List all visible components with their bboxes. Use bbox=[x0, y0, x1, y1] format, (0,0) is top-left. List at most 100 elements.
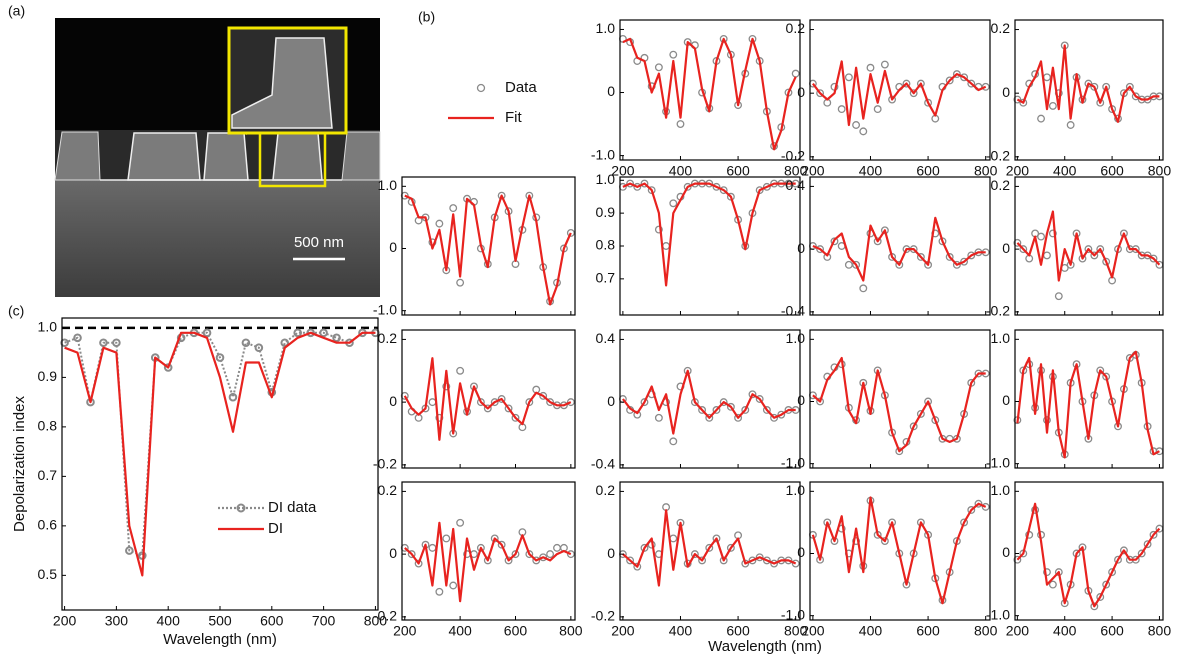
data-point bbox=[960, 73, 969, 82]
y-tick-label: 0 bbox=[389, 545, 397, 561]
data-point bbox=[916, 253, 925, 261]
data-point bbox=[626, 556, 635, 565]
fit-line bbox=[811, 496, 987, 605]
y-tick-label: 0 bbox=[797, 392, 805, 408]
data-point bbox=[873, 237, 882, 246]
data-point bbox=[952, 70, 961, 79]
y-tick-label: -1.0 bbox=[986, 454, 1010, 470]
data-point bbox=[669, 534, 678, 543]
data-point bbox=[662, 242, 671, 250]
y-tick-label: 0.5 bbox=[38, 566, 58, 582]
data-point bbox=[1090, 602, 1099, 611]
data-point bbox=[916, 79, 925, 88]
plot-frame bbox=[401, 329, 576, 469]
plot-frame bbox=[809, 19, 991, 161]
y-tick-label: 0.2 bbox=[596, 482, 616, 498]
data-point bbox=[490, 398, 499, 407]
plot-frame bbox=[1014, 481, 1164, 621]
y-tick-label: -1.0 bbox=[781, 454, 805, 470]
x-tick-label: 600 bbox=[260, 613, 284, 629]
y-tick-label: -0.2 bbox=[373, 608, 397, 624]
data-point bbox=[566, 550, 575, 559]
data-point bbox=[435, 587, 444, 596]
data-point bbox=[163, 363, 173, 372]
data-point bbox=[442, 534, 451, 543]
y-tick-label: -1.0 bbox=[781, 606, 805, 622]
data-point bbox=[633, 182, 642, 191]
y-tick-label: -0.2 bbox=[781, 148, 805, 164]
plot-frame bbox=[1014, 19, 1164, 161]
fit-line bbox=[812, 356, 986, 453]
plot-frame bbox=[619, 176, 801, 316]
data-point bbox=[924, 397, 933, 406]
data-point bbox=[483, 404, 492, 413]
data-point bbox=[1096, 593, 1105, 601]
x-tick-label: 600 bbox=[726, 623, 750, 639]
data-point bbox=[960, 518, 969, 527]
x-axis-label: Wavelength (nm) bbox=[708, 638, 822, 655]
data-point bbox=[762, 406, 771, 414]
data-point bbox=[1131, 92, 1140, 101]
data-point bbox=[960, 257, 969, 266]
data-point bbox=[909, 89, 918, 98]
data-point bbox=[511, 413, 520, 422]
y-tick-label: 0.2 bbox=[991, 177, 1011, 193]
data-point bbox=[1090, 82, 1099, 91]
data-point bbox=[1043, 251, 1051, 260]
x-tick-label: 200 bbox=[611, 163, 635, 179]
fit-line bbox=[1016, 350, 1160, 459]
legend-swatch bbox=[476, 83, 486, 93]
data-point bbox=[640, 179, 649, 188]
data-point bbox=[981, 82, 990, 91]
plot-frame bbox=[809, 176, 991, 316]
data-point bbox=[777, 410, 786, 419]
data-point bbox=[770, 559, 779, 568]
data-point bbox=[762, 182, 771, 191]
data-point bbox=[633, 562, 642, 571]
data-point bbox=[1043, 568, 1051, 577]
x-tick-label: 800 bbox=[974, 623, 998, 639]
y-tick-label: 0.9 bbox=[38, 368, 58, 384]
y-axis-label: Depolarization index bbox=[11, 396, 28, 532]
data-point bbox=[1043, 73, 1051, 82]
plot-frame bbox=[619, 329, 801, 469]
plot-frame bbox=[401, 481, 576, 621]
data-point bbox=[449, 581, 458, 590]
data-point bbox=[456, 518, 465, 527]
x-tick-label: 800 bbox=[1148, 163, 1172, 179]
data-point bbox=[1066, 121, 1075, 129]
data-point bbox=[859, 284, 868, 293]
y-tick-label: 0 bbox=[1002, 84, 1010, 100]
fit-line bbox=[812, 216, 986, 282]
y-tick-label: -0.2 bbox=[986, 303, 1010, 319]
x-tick-label: 300 bbox=[105, 613, 129, 629]
y-tick-label: 0 bbox=[1002, 392, 1010, 408]
data-point bbox=[880, 537, 889, 546]
y-tick-label: 0.4 bbox=[596, 330, 616, 346]
data-point bbox=[332, 333, 341, 343]
data-point bbox=[125, 546, 134, 555]
data-point bbox=[1054, 292, 1063, 301]
data-point bbox=[981, 502, 990, 511]
data-point bbox=[895, 260, 904, 269]
y-tick-label: 0 bbox=[607, 545, 615, 561]
data-point bbox=[640, 543, 649, 552]
x-tick-label: 600 bbox=[1100, 623, 1124, 639]
y-tick-label: 0 bbox=[797, 240, 805, 256]
data-point bbox=[546, 398, 555, 407]
x-tick-label: 600 bbox=[726, 163, 750, 179]
data-point bbox=[726, 543, 735, 552]
data-point bbox=[1143, 540, 1152, 549]
fit-line bbox=[404, 521, 572, 603]
y-tick-label: 0.9 bbox=[596, 204, 616, 220]
x-tick-label: 200 bbox=[1006, 623, 1030, 639]
plot-frame bbox=[1014, 176, 1164, 316]
y-tick-label: -0.2 bbox=[986, 148, 1010, 164]
data-point bbox=[1108, 568, 1117, 577]
x-tick-label: 200 bbox=[1006, 163, 1030, 179]
y-tick-label: 0 bbox=[797, 544, 805, 560]
data-point bbox=[866, 63, 875, 72]
data-point bbox=[228, 392, 238, 402]
x-tick-label: 200 bbox=[801, 163, 825, 179]
